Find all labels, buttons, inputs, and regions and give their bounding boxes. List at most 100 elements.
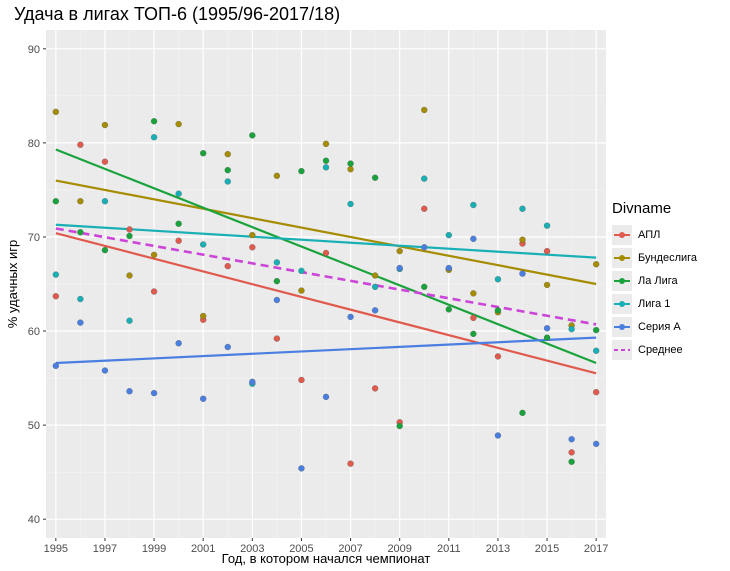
data-point: [347, 313, 354, 321]
data-point: [200, 395, 207, 402]
data-point: [224, 151, 231, 158]
data-point: [200, 312, 207, 320]
y-tick-label: 80: [28, 138, 40, 150]
legend-key: [612, 224, 632, 245]
data-point: [52, 271, 59, 278]
data-point: [200, 150, 207, 157]
data-point: [470, 330, 477, 338]
data-point: [421, 106, 428, 114]
data-point: [445, 264, 452, 272]
legend-key: [612, 247, 632, 268]
data-point: [470, 201, 477, 209]
data-point: [249, 231, 256, 239]
y-tick-label: 40: [28, 514, 40, 526]
x-tick-label: 1999: [142, 543, 166, 555]
data-point: [593, 261, 600, 268]
data-point: [224, 178, 231, 185]
y-tick-label: 90: [28, 44, 40, 56]
legend-key: [612, 339, 632, 360]
data-point: [175, 220, 182, 227]
data-point: [371, 272, 379, 279]
trend-line: [55, 223, 597, 259]
legend-item: Ла Лига: [612, 269, 697, 292]
x-tick-label: 1997: [93, 543, 117, 555]
x-tick-label: 2007: [338, 543, 362, 555]
data-point: [77, 319, 84, 326]
y-tick-label: 60: [28, 326, 40, 338]
data-point: [273, 259, 281, 266]
trend-lines: [55, 148, 597, 375]
data-point: [175, 190, 182, 197]
data-point: [126, 232, 133, 240]
legend-label: Лига 1: [638, 297, 671, 310]
data-point: [126, 226, 133, 233]
data-point: [77, 229, 84, 236]
trend-line: [55, 179, 597, 286]
x-tick-label: 2005: [289, 543, 313, 555]
data-point: [175, 120, 182, 128]
legend-label: Ла Лига: [638, 274, 678, 287]
data-point: [593, 389, 600, 396]
data-point: [298, 267, 305, 274]
x-tick-label: 2015: [535, 543, 559, 555]
data-point: [347, 166, 354, 173]
data-point: [101, 246, 109, 254]
data-point: [126, 317, 133, 324]
data-point: [249, 244, 256, 251]
data-point: [371, 307, 379, 314]
data-point: [371, 385, 379, 392]
data-point: [52, 108, 59, 115]
data-point: [150, 389, 158, 397]
trend-line: [55, 336, 597, 365]
data-point: [543, 281, 551, 289]
data-point: [421, 244, 428, 251]
x-tick-label: 2013: [486, 543, 510, 555]
data-point: [347, 160, 354, 167]
data-point: [224, 167, 231, 174]
data-point: [298, 376, 305, 384]
legend-label: Серия А: [638, 320, 681, 333]
data-point: [101, 198, 109, 205]
data-point: [593, 326, 600, 334]
data-point: [568, 449, 575, 456]
data-point: [494, 276, 502, 283]
legend-item: Лига 1: [612, 292, 697, 315]
legend-label: Бундеслига: [638, 251, 698, 264]
x-tick-label: 2017: [584, 543, 608, 555]
legend: Divname АПЛ Бундеслига Ла Лига Лига 1 Серия …: [612, 200, 697, 361]
data-point: [101, 367, 109, 374]
data-point: [77, 198, 84, 205]
legend-item: Серия А: [612, 315, 697, 338]
data-point: [249, 378, 256, 385]
data-point: [519, 236, 526, 243]
data-point: [150, 118, 158, 125]
data-point: [298, 287, 305, 294]
data-point: [494, 353, 502, 360]
legend-key: [612, 270, 632, 291]
data-point: [568, 436, 575, 443]
data-point: [77, 141, 84, 148]
trend-line: [55, 232, 597, 375]
data-point: [519, 270, 526, 277]
data-point: [322, 157, 330, 164]
legend-key: [612, 316, 632, 337]
data-point: [101, 121, 109, 129]
data-point: [298, 465, 305, 472]
legend-title: Divname: [612, 200, 672, 217]
data-point: [568, 326, 575, 333]
x-tick-label: 2003: [240, 543, 264, 555]
data-point: [249, 132, 256, 139]
x-tick-label: 1995: [44, 543, 68, 555]
data-point: [593, 440, 600, 448]
data-point: [593, 347, 600, 354]
x-tick-label: 2011: [437, 543, 461, 555]
data-point: [52, 293, 59, 300]
data-point: [175, 340, 182, 347]
data-point: [150, 251, 158, 258]
data-point: [470, 290, 477, 297]
data-point: [52, 198, 59, 205]
data-point: [77, 295, 84, 303]
data-point: [150, 134, 158, 141]
data-point: [175, 237, 182, 244]
